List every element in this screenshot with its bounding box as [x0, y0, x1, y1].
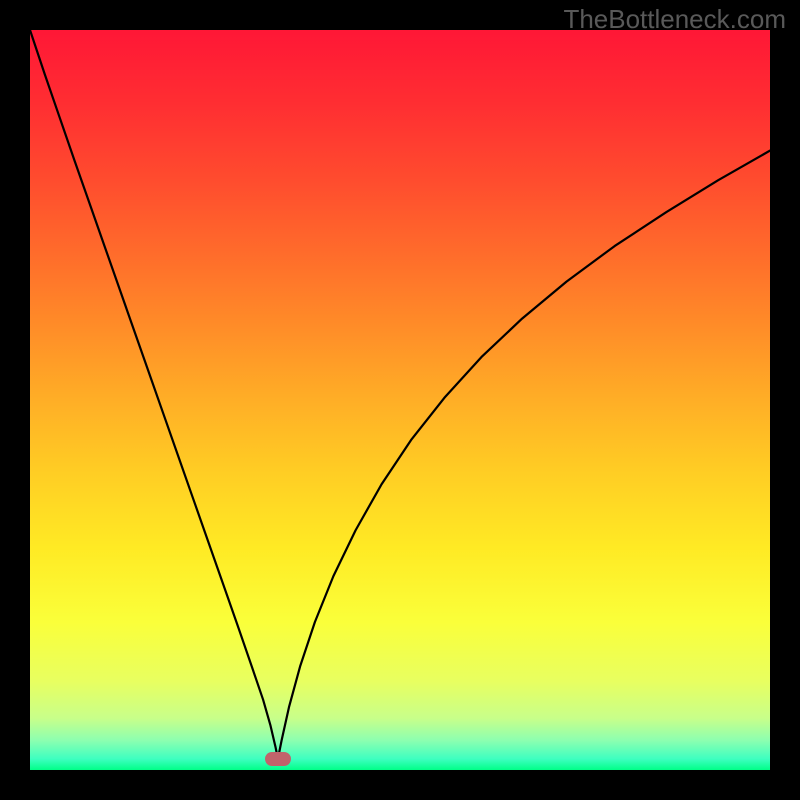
watermark-label: TheBottleneck.com [563, 4, 786, 34]
vertex-marker [265, 752, 291, 766]
bottleneck-curve [30, 30, 770, 770]
watermark-text: TheBottleneck.com [563, 4, 786, 35]
plot-area [30, 30, 770, 770]
chart-canvas: TheBottleneck.com [0, 0, 800, 800]
